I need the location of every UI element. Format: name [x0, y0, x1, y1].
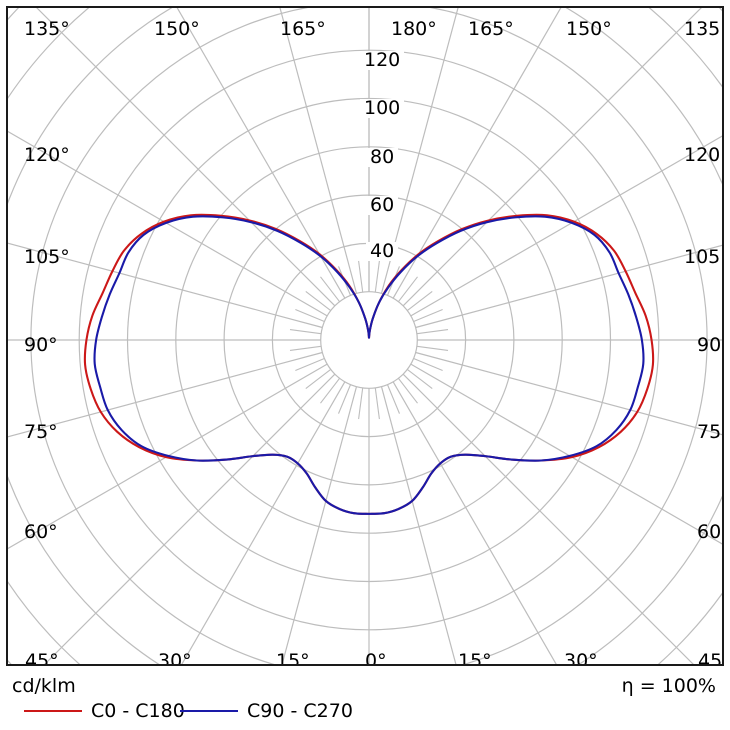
angle-label-bottom-4: 15°	[458, 650, 492, 666]
angle-label-bottom-2: 15°	[276, 650, 310, 666]
polar-chart-svg	[8, 8, 722, 664]
angle-label-right-3: 75°	[697, 421, 722, 443]
curve-c90-c270	[367, 215, 645, 515]
angle-label-right-4: 60°	[697, 521, 722, 543]
angle-label-bottom-0: 45°	[25, 650, 59, 666]
legend-item-c0-c180: C0 - C180	[24, 701, 185, 721]
polar-plot-frame: 135° 150° 165° 180° 165° 150° 135° 45° 30° 15° 0° 1…	[6, 6, 724, 666]
curve-c90-c270	[93, 215, 371, 515]
angle-label-left-2: 90°	[24, 334, 58, 356]
legend-label-c90-c270: C90 - C270	[247, 699, 353, 722]
angle-label-top-5: 150°	[566, 18, 612, 40]
angle-label-left-3: 75°	[24, 421, 58, 443]
angle-label-top-4: 165°	[468, 18, 514, 40]
chart-legend: cd/klm η = 100% C0 - C180 C90 - C270	[0, 666, 730, 730]
angle-label-right-2: 90°	[697, 334, 722, 356]
radial-tick-label-2: 80	[366, 148, 399, 167]
radial-tick-label-3: 60	[366, 196, 399, 215]
angle-label-left-1: 105°	[24, 246, 70, 268]
angle-label-top-2: 165°	[280, 18, 326, 40]
polar-curves	[83, 213, 655, 515]
angle-label-top-1: 150°	[154, 18, 200, 40]
angle-label-bottom-3: 0°	[365, 650, 387, 666]
angle-label-left-0: 120°	[24, 144, 70, 166]
radial-tick-label-0: 120	[360, 51, 405, 70]
angle-label-bottom-5: 30°	[564, 650, 598, 666]
angle-label-top-0: 135°	[24, 18, 70, 40]
angle-label-left-4: 60°	[24, 521, 58, 543]
legend-item-c90-c270: C90 - C270	[180, 701, 353, 721]
radial-tick-label-4: 40	[366, 242, 399, 261]
angle-label-bottom-1: 30°	[158, 650, 192, 666]
legend-swatch-c90-c270	[180, 710, 238, 712]
angle-label-bottom-6: 45°	[698, 650, 723, 666]
efficiency-label: η = 100%	[621, 675, 716, 697]
angle-label-right-0: 120°	[684, 144, 722, 166]
polar-grid	[8, 8, 722, 664]
legend-label-c0-c180: C0 - C180	[91, 699, 185, 722]
angle-label-right-1: 105°	[684, 246, 722, 268]
unit-label: cd/klm	[12, 675, 76, 697]
radial-tick-label-1: 100	[360, 99, 405, 118]
angle-label-top-3: 180°	[391, 18, 437, 40]
legend-swatch-c0-c180	[24, 710, 82, 712]
angle-label-top-6: 135°	[684, 18, 722, 40]
